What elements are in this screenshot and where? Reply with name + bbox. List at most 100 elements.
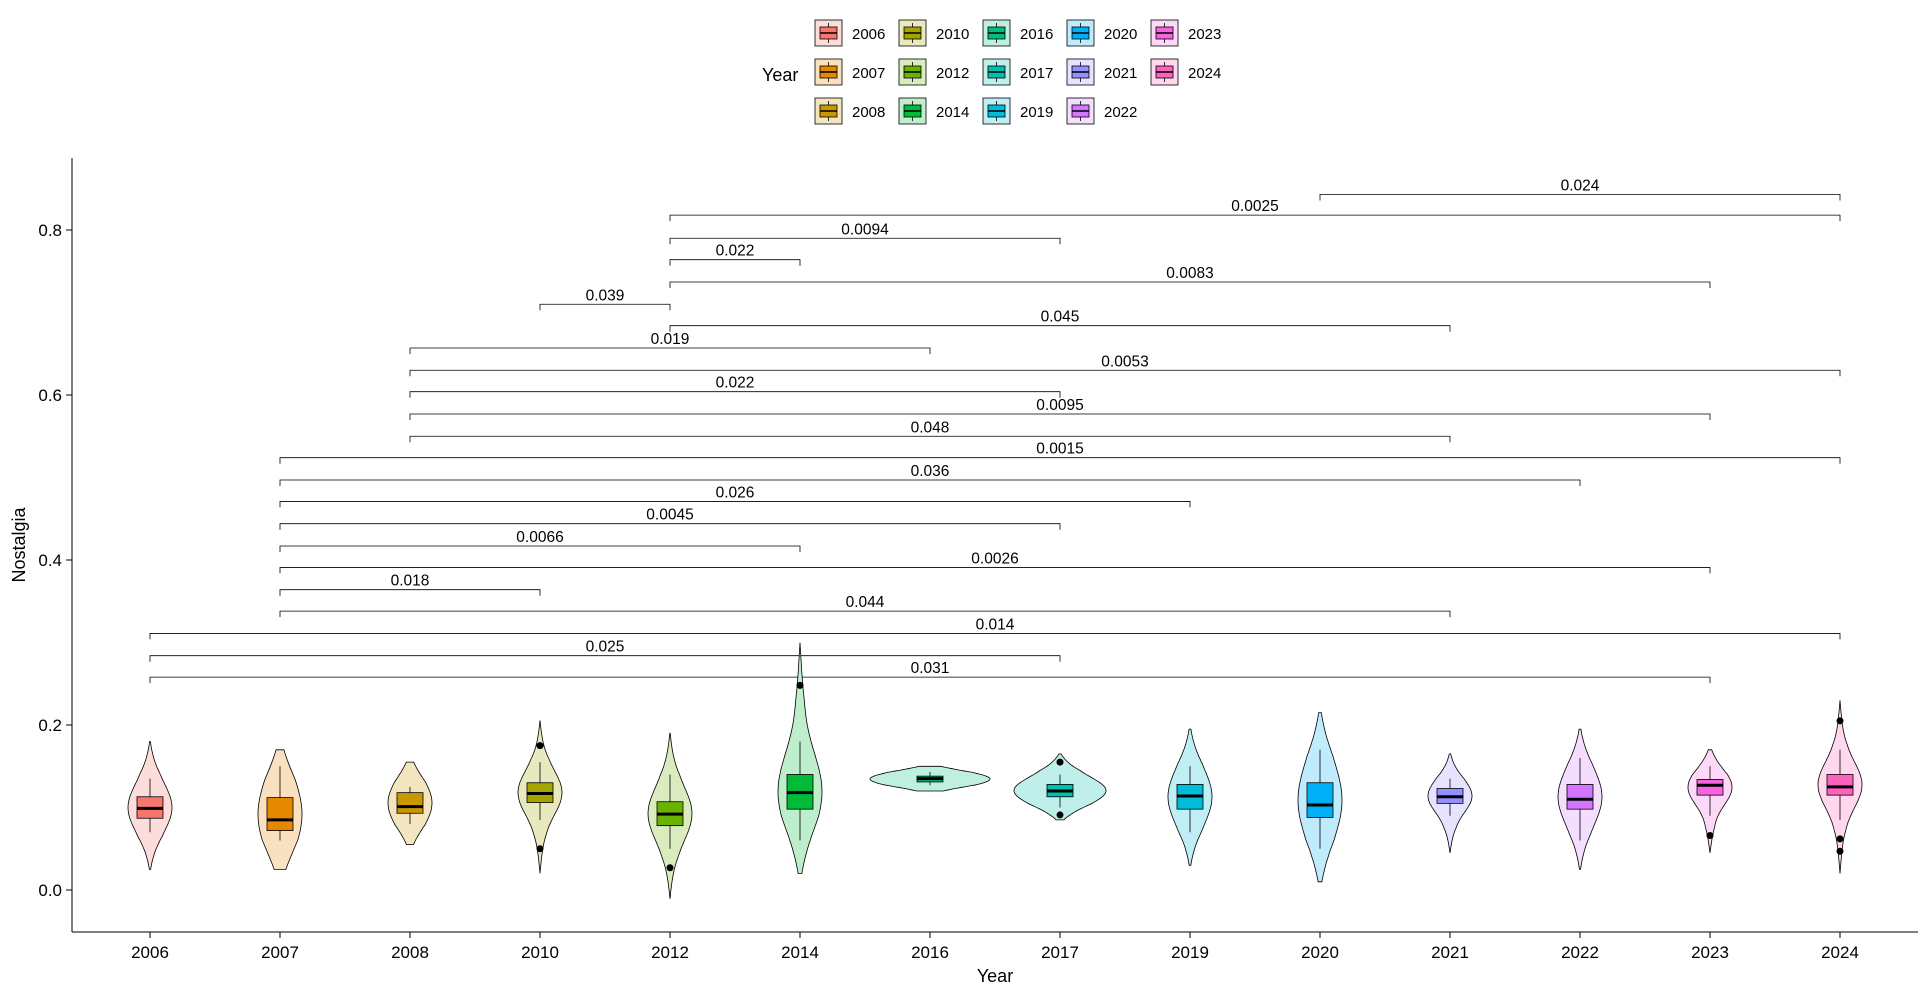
bracket-2007-2023 — [279, 567, 1711, 574]
p-value-label: 0.036 — [911, 463, 950, 480]
box-2024 — [1826, 774, 1854, 796]
p-value-label: 0.0094 — [841, 221, 889, 238]
p-value-label: 0.0083 — [1166, 265, 1213, 282]
bracket-2007-2017 — [279, 523, 1061, 530]
legend-key-2021 — [1066, 58, 1095, 86]
y-tick-label: 0.6 — [38, 386, 62, 405]
bracket-2012-2023 — [669, 281, 1711, 288]
bracket-2006-2017 — [149, 655, 1061, 662]
bracket-2007-2021 — [279, 610, 1451, 618]
x-tick-label: 2021 — [1431, 943, 1469, 962]
outlier-2017 — [1056, 811, 1064, 819]
box-2022 — [1566, 784, 1594, 810]
x-tick-label: 2019 — [1171, 943, 1209, 962]
legend-label: 2020 — [1104, 26, 1137, 43]
legend-title: Year — [762, 65, 798, 85]
p-value-label: 0.0045 — [646, 507, 693, 524]
legend-label: 2022 — [1104, 104, 1137, 121]
bracket-2007-2014 — [279, 545, 801, 552]
legend-key-2016 — [982, 19, 1011, 47]
legend-key-2024 — [1150, 58, 1179, 86]
y-tick-label: 0.2 — [38, 716, 62, 735]
legend-key-2006 — [814, 19, 843, 47]
box-2023 — [1696, 779, 1724, 796]
box-2007 — [266, 797, 294, 831]
outlier-2010 — [536, 742, 544, 750]
y-tick-label: 0.0 — [38, 881, 62, 900]
x-tick-label: 2014 — [781, 943, 819, 962]
bracket-2012-2021 — [669, 325, 1451, 332]
box-2008 — [396, 792, 424, 814]
x-tick-label: 2024 — [1821, 943, 1859, 962]
x-axis-title: Year — [977, 966, 1013, 986]
y-tick-label: 0.8 — [38, 221, 62, 240]
legend-key-2022 — [1066, 97, 1095, 125]
p-value-label: 0.0025 — [1231, 198, 1278, 215]
bracket-2010-2012 — [539, 303, 671, 311]
bracket-2008-2021 — [409, 435, 1451, 443]
legend-label: 2017 — [1020, 65, 1053, 82]
x-tick-label: 2012 — [651, 943, 689, 962]
bracket-2020-2024 — [1319, 194, 1841, 201]
p-value-label: 0.044 — [846, 594, 885, 611]
bracket-2008-2023 — [409, 413, 1711, 420]
legend-label: 2019 — [1020, 104, 1053, 121]
outlier-2014 — [796, 681, 804, 689]
violins — [127, 642, 1863, 899]
outlier-2023 — [1706, 832, 1714, 840]
x-tick-label: 2023 — [1691, 943, 1729, 962]
p-value-label: 0.039 — [586, 287, 625, 304]
p-value-label: 0.0066 — [516, 529, 563, 546]
comparison-brackets: 0.024 0.0025 0.0094 0.022 0.0083 0.039 0.045 0.… — [149, 178, 1841, 684]
outlier-2010 — [536, 845, 544, 853]
p-value-label: 0.048 — [911, 419, 950, 436]
legend-key-2008 — [814, 97, 843, 125]
outlier-2012 — [666, 864, 674, 872]
bracket-2008-2024 — [409, 369, 1841, 377]
bracket-2007-2022 — [279, 479, 1581, 486]
legend-label: 2024 — [1188, 65, 1221, 82]
x-tick-label: 2006 — [131, 943, 169, 962]
x-tick-label: 2008 — [391, 943, 429, 962]
y-tick-label: 0.4 — [38, 551, 62, 570]
bracket-2008-2017 — [409, 391, 1061, 398]
x-tick-label: 2016 — [911, 943, 949, 962]
p-value-label: 0.022 — [716, 243, 755, 260]
p-value-label: 0.0015 — [1036, 441, 1083, 458]
bracket-2012-2017 — [669, 237, 1061, 245]
p-value-label: 0.022 — [716, 375, 755, 392]
legend-key-2010 — [898, 19, 927, 47]
legend-label: 2016 — [1020, 26, 1053, 43]
outlier-2024 — [1836, 717, 1844, 725]
p-value-label: 0.019 — [651, 331, 690, 348]
x-tick-label: 2007 — [261, 943, 299, 962]
p-value-label: 0.026 — [716, 484, 755, 501]
bracket-2012-2014 — [669, 259, 801, 266]
legend-key-2019 — [982, 97, 1011, 125]
legend-label: 2012 — [936, 65, 969, 82]
bracket-2007-2010 — [279, 589, 541, 596]
legend-label: 2008 — [852, 104, 885, 121]
p-value-label: 0.031 — [911, 660, 950, 677]
x-tick-label: 2010 — [521, 943, 559, 962]
bracket-2006-2023 — [149, 676, 1711, 684]
legend-key-2023 — [1150, 19, 1179, 47]
p-value-label: 0.0095 — [1036, 397, 1083, 414]
legend-key-2014 — [898, 97, 927, 125]
bracket-2007-2024 — [279, 457, 1841, 464]
axes: Nostalgia Year 0.0 0.2 0.4 0.6 0.8 2006 2007 20… — [9, 158, 1918, 986]
p-value-label: 0.045 — [1041, 309, 1080, 326]
p-value-label: 0.018 — [391, 573, 430, 590]
legend-label: 2021 — [1104, 65, 1137, 82]
legend-key-2017 — [982, 58, 1011, 86]
legend-label: 2007 — [852, 65, 885, 82]
legend: Year 2006 2007 2008 2010 2012 2014 2016 2017 201… — [762, 19, 1221, 125]
legend-label: 2010 — [936, 26, 969, 43]
p-value-label: 0.0053 — [1101, 353, 1148, 370]
legend-label: 2006 — [852, 26, 885, 43]
outlier-2024 — [1836, 835, 1844, 843]
legend-label: 2014 — [936, 104, 969, 121]
bracket-2007-2019 — [279, 501, 1191, 508]
